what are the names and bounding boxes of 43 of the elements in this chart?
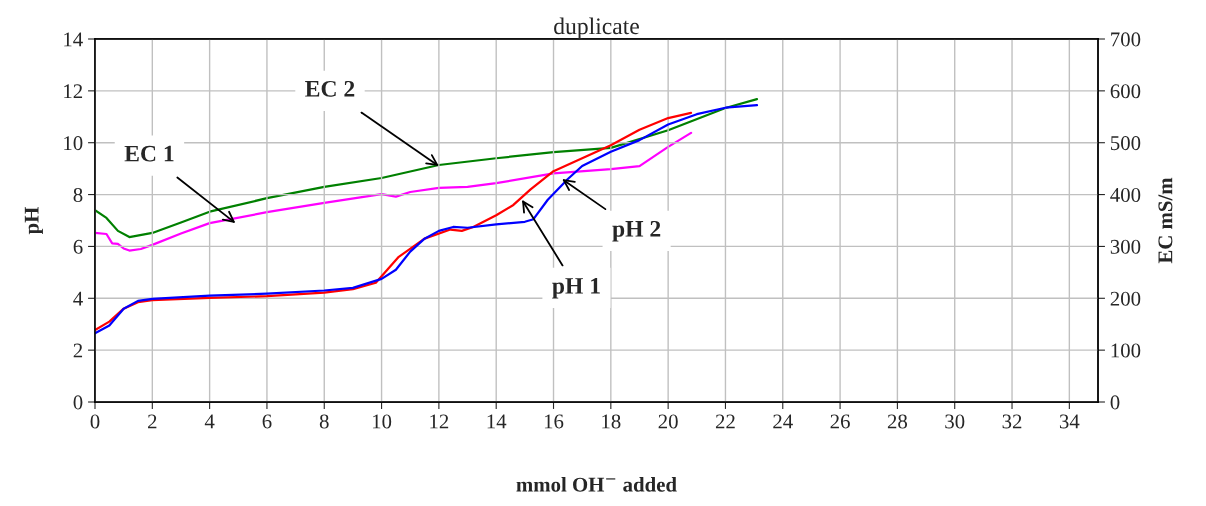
- y-tick-label: 14: [64, 32, 83, 47]
- x-tick-label: 14: [487, 414, 507, 429]
- line-series: [95, 131, 693, 252]
- y2-tick-label: 0: [1110, 395, 1120, 410]
- y2-tick-label: 400: [1110, 187, 1141, 202]
- x-tick-label: 24: [773, 414, 793, 429]
- x-tick-label: 32: [1002, 414, 1022, 429]
- y2-tick-label: 500: [1111, 136, 1141, 151]
- annotation: pH 1: [552, 278, 600, 299]
- x-tick-label: 28: [887, 414, 908, 429]
- y-tick-label: 8: [73, 187, 83, 202]
- annotation: EC 2: [305, 80, 355, 97]
- x-axis-title: mmol OH$^{−}$ added: [516, 477, 677, 492]
- x-tick-label: 34: [1059, 414, 1080, 429]
- x-tick-label: 20: [658, 414, 678, 429]
- y-tick-label: 0: [73, 395, 83, 410]
- y2-tick-label: 200: [1110, 291, 1141, 306]
- x-tick-label: 22: [715, 414, 735, 429]
- x-tick-label: 30: [945, 414, 965, 429]
- y-axis-title: pH: [24, 206, 43, 235]
- y-tick-label: 12: [64, 84, 83, 99]
- chart-title: duplicate: [554, 17, 639, 39]
- y2-tick-label: 700: [1111, 32, 1141, 47]
- x-tick-label: 12: [430, 414, 449, 429]
- x-tick-label: 10: [372, 414, 392, 429]
- y-tick-label: 6: [73, 239, 83, 254]
- annotation: EC 1: [124, 145, 174, 162]
- y2-axis-title: EC mS/m: [1158, 177, 1173, 264]
- y2-tick-label: 300: [1110, 239, 1141, 254]
- x-tick-label: 2: [148, 414, 157, 429]
- x-tick-label: 0: [90, 414, 100, 429]
- x-tick-label: 26: [830, 414, 850, 429]
- y2-tick-label: 100: [1111, 343, 1141, 358]
- x-tick-label: 6: [262, 414, 272, 429]
- x-tick-label: 8: [319, 414, 329, 429]
- x-tick-label: 4: [204, 414, 215, 429]
- y-tick-label: 4: [73, 291, 83, 306]
- x-tick-label: 16: [544, 414, 564, 429]
- annotation: pH 2: [612, 220, 661, 242]
- y-tick-label: 2: [73, 343, 83, 358]
- y-tick-label: 10: [64, 136, 83, 151]
- y2-tick-label: 600: [1110, 84, 1141, 99]
- x-tick-label: 18: [602, 414, 621, 429]
